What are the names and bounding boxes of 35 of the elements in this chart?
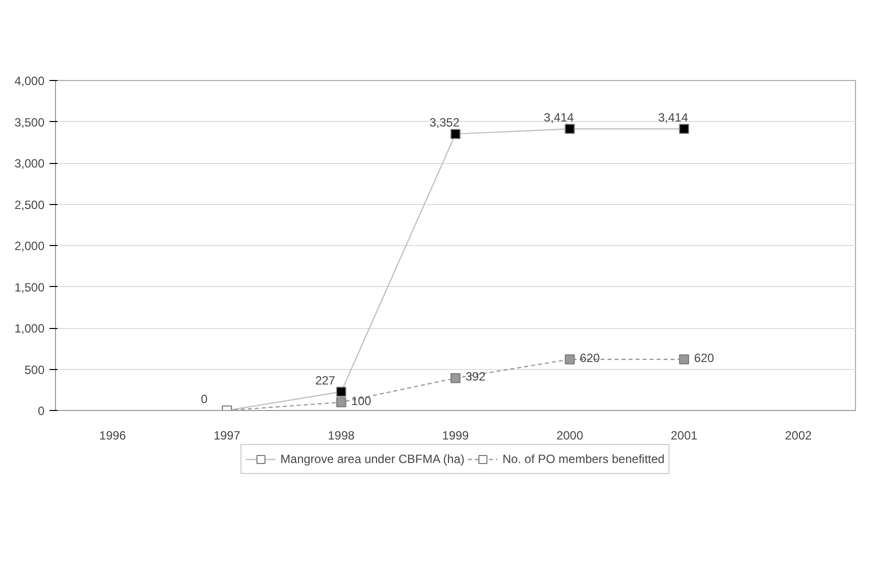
y-tick-label: 500	[24, 362, 45, 377]
data-label: 0	[200, 392, 208, 406]
point	[336, 397, 346, 408]
data-label: 3,352	[430, 115, 460, 130]
y-tick-label: 4,000	[14, 74, 45, 88]
y-tick-label: 2,500	[14, 198, 45, 212]
point	[564, 124, 575, 134]
point	[679, 124, 690, 134]
x-tick-label: 2001	[670, 428, 698, 442]
point	[450, 373, 460, 384]
x-tick-label: 2000	[556, 428, 584, 442]
point	[564, 354, 575, 364]
y-tick-label: 2,000	[14, 239, 45, 253]
x-tick-label: 1999	[442, 428, 470, 442]
data-label: 227	[315, 373, 336, 388]
y-tick-label: 3,000	[14, 156, 45, 170]
point	[450, 128, 460, 139]
y-tick-label: 0	[38, 404, 45, 418]
x-tick-label: 1998	[328, 428, 355, 442]
legend-label: Mangrove area under CBFMA (ha)	[280, 452, 465, 466]
legend-label: No. of PO members benefitted	[502, 452, 665, 466]
data-label: 3,414	[658, 110, 688, 124]
x-tick-label: 1996	[99, 428, 126, 442]
point	[679, 354, 690, 364]
data-label: 620	[694, 350, 714, 365]
x-tick-label: 2002	[785, 428, 812, 442]
y-tick-label: 1,500	[14, 280, 45, 294]
x-tick-label: 1997	[214, 428, 241, 442]
point	[336, 386, 346, 397]
data-label: 620	[580, 350, 600, 365]
y-tick-label: 3,500	[14, 115, 45, 130]
data-label: 392	[466, 370, 486, 384]
data-label: 3,414	[544, 110, 574, 124]
y-tick-label: 1,000	[14, 322, 45, 336]
data-label: 100	[351, 394, 372, 408]
